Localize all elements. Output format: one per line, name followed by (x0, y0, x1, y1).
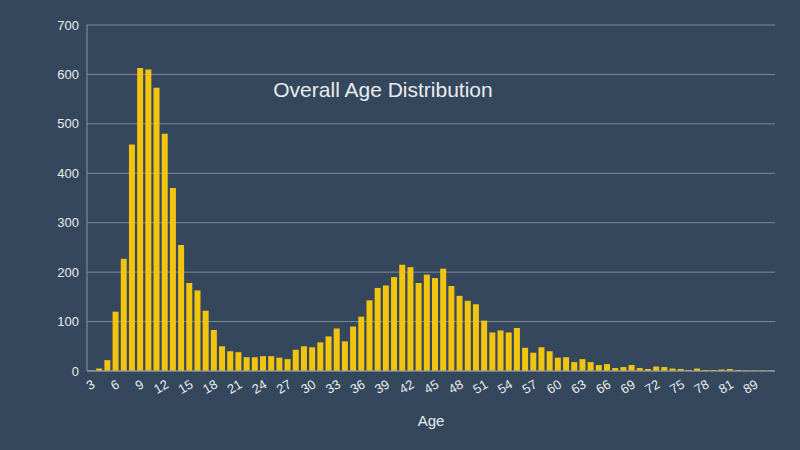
svg-text:81: 81 (716, 377, 736, 397)
svg-text:300: 300 (57, 215, 79, 230)
svg-text:700: 700 (57, 18, 79, 33)
svg-text:200: 200 (57, 265, 79, 280)
svg-text:30: 30 (298, 377, 318, 397)
svg-text:9: 9 (133, 377, 147, 394)
svg-text:69: 69 (618, 377, 638, 397)
svg-text:72: 72 (642, 377, 662, 397)
svg-text:400: 400 (57, 166, 79, 181)
svg-text:21: 21 (225, 377, 245, 397)
svg-text:78: 78 (691, 377, 711, 397)
svg-text:57: 57 (519, 377, 539, 397)
svg-text:33: 33 (323, 377, 343, 397)
svg-text:600: 600 (57, 67, 79, 82)
svg-text:27: 27 (274, 377, 294, 397)
html-text:Overall Age Distribution: Overall Age Distribution (273, 78, 493, 101)
svg-text:39: 39 (372, 377, 392, 397)
svg-text:100: 100 (57, 314, 79, 329)
svg-text:6: 6 (108, 377, 122, 394)
svg-text:36: 36 (347, 377, 367, 397)
svg-text:51: 51 (470, 377, 490, 397)
svg-text:66: 66 (593, 377, 613, 397)
svg-text:63: 63 (569, 377, 589, 397)
svg-text:Age: Age (418, 412, 445, 429)
svg-text:42: 42 (397, 377, 417, 397)
svg-text:12: 12 (151, 377, 171, 397)
svg-text:54: 54 (495, 377, 515, 397)
svg-text:15: 15 (175, 377, 195, 397)
svg-text:24: 24 (249, 377, 269, 397)
svg-text:45: 45 (421, 377, 441, 397)
svg-text:500: 500 (57, 116, 79, 131)
svg-text:89: 89 (741, 377, 761, 397)
svg-text:3: 3 (83, 377, 97, 394)
svg-text:0: 0 (72, 364, 79, 379)
svg-text:48: 48 (446, 377, 466, 397)
svg-text:60: 60 (544, 377, 564, 397)
svg-text:75: 75 (667, 377, 687, 397)
svg-text:18: 18 (200, 377, 220, 397)
